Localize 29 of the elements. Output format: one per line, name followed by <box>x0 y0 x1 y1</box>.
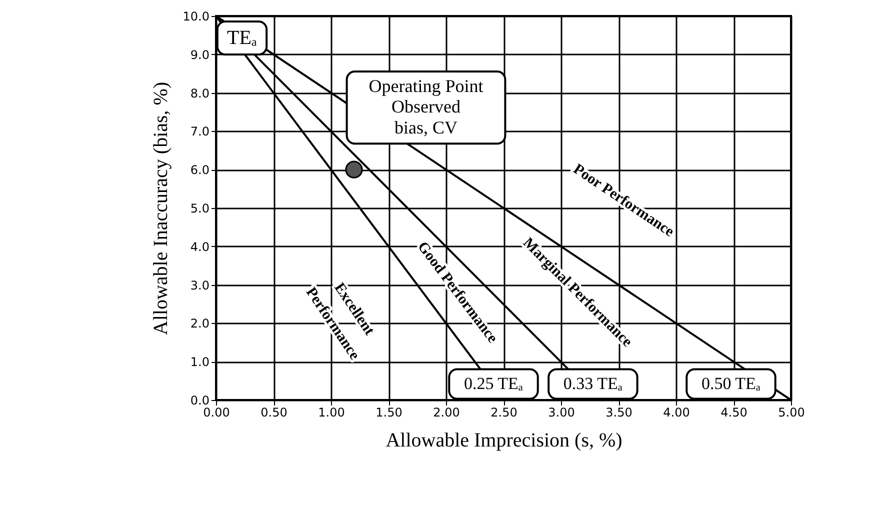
annotation: 0.25 TEₐ <box>464 374 524 393</box>
y-axis-title: Allowable Inaccuracy (bias, %) <box>150 82 172 336</box>
x-tick-label: 3.50 <box>606 406 632 420</box>
y-tick-label: 1.0 <box>190 355 210 370</box>
x-tick-label: 2.50 <box>490 406 518 420</box>
x-tick-label: 1.50 <box>376 406 402 420</box>
y-tick-label: 3.0 <box>190 278 210 292</box>
y-tick-label: 6.0 <box>190 163 210 178</box>
y-tick-label: 2.0 <box>190 316 210 331</box>
x-tick-label: 4.00 <box>663 406 690 420</box>
x-tick-label: 3.00 <box>548 406 575 420</box>
y-tick-label: 10.0 <box>182 10 210 24</box>
y-tick-label: 9.0 <box>190 48 210 62</box>
y-tick-label: 7.0 <box>190 124 210 139</box>
x-tick-label: 0.50 <box>260 406 288 420</box>
x-tick-label: 1.00 <box>318 406 345 420</box>
y-tick-label: 4.0 <box>190 240 210 254</box>
x-tick-label: 2.00 <box>433 406 460 420</box>
y-tick-label: 0.0 <box>190 394 210 408</box>
y-tick-label: 8.0 <box>190 86 210 100</box>
x-axis-title: Allowable Imprecision (s, %) <box>386 430 622 452</box>
annotation: 0.33 TEₐ <box>563 374 623 393</box>
y-tick-label: 5.0 <box>190 202 210 216</box>
x-tick-label: 4.50 <box>720 406 748 420</box>
annotation: 0.50 TEₐ <box>701 374 761 393</box>
x-tick-label: 5.00 <box>778 406 805 420</box>
annotation: TEₐ <box>227 27 258 49</box>
annotation: Operating Point Observed bias, CV <box>368 76 484 138</box>
x-tick-label: 0.00 <box>203 406 230 420</box>
